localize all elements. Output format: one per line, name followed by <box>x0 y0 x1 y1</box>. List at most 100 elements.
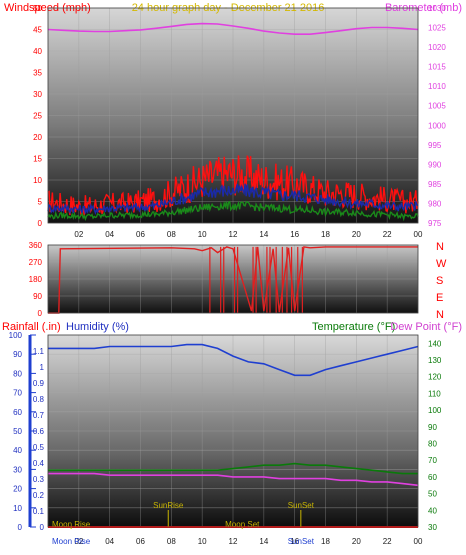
wind-low-series-line <box>47 200 419 222</box>
humidity-ytick-label: 0 <box>18 523 23 532</box>
top-xtick-label: 00 <box>414 230 423 239</box>
barometer-ytick-label: 980 <box>428 199 442 208</box>
compass-label: S <box>436 275 443 287</box>
rain-ytick-label: 0 <box>40 523 45 532</box>
temperature-ytick-label: 40 <box>428 506 437 515</box>
bottom-xtick-label: 12 <box>229 537 238 546</box>
wind-ytick-label: 25 <box>33 112 42 121</box>
barometer-ytick-label: 1025 <box>428 24 446 33</box>
top-xtick-label: 10 <box>198 230 207 239</box>
bottom-xtick-label: 16 <box>290 537 299 546</box>
bottom-xtick-label: 18 <box>321 537 330 546</box>
wind-ytick-label: 10 <box>33 176 42 185</box>
barometer-ytick-label: 1000 <box>428 121 446 130</box>
axis-labels: 0510152025303540455097598098599099510001… <box>9 4 447 546</box>
bottom-xtick-label: 14 <box>259 537 268 546</box>
wind-ytick-label: 20 <box>33 133 42 142</box>
compass-label: N <box>436 241 444 253</box>
top-xtick-label: 08 <box>167 230 176 239</box>
temperature-series-line <box>48 462 418 475</box>
temperature-ytick-label: 100 <box>428 406 442 415</box>
annotation-label: SunRise <box>153 501 184 510</box>
rain-ytick-label: 0.5 <box>33 443 45 452</box>
top-xtick-label: 06 <box>136 230 145 239</box>
wind-ytick-label: 35 <box>33 69 42 78</box>
annotation-label: Moon Set <box>225 520 260 529</box>
top-xtick-label: 12 <box>229 230 238 239</box>
gust-mid-series-line <box>47 183 419 216</box>
bottom-event-label: Moon Rise <box>52 537 91 546</box>
humidity-ytick-label: 100 <box>9 331 23 340</box>
rain-ytick-label: 0.1 <box>33 507 45 516</box>
humidity-title: Humidity (%) <box>66 321 129 333</box>
compass-label: E <box>436 292 443 304</box>
plot-border <box>47 244 419 314</box>
bottom-xtick-label: 04 <box>105 537 114 546</box>
windspeed-title: Windspeed (mph) <box>4 2 91 14</box>
rain-ytick-label: 0.4 <box>33 459 45 468</box>
wind-ytick-label: 0 <box>38 219 43 228</box>
plot-border <box>47 334 419 528</box>
barometer-ytick-label: 1015 <box>428 63 446 72</box>
humidity-ytick-label: 20 <box>13 485 22 494</box>
direction-ytick-label: 180 <box>29 275 43 284</box>
top-xtick-label: 20 <box>352 230 361 239</box>
compass-label: W <box>436 258 447 270</box>
rain-ytick-label: 0.8 <box>33 395 45 404</box>
rain-ytick-label: 1.1 <box>33 347 45 356</box>
rain-ytick-label: 0.2 <box>33 491 45 500</box>
barometer-ytick-label: 975 <box>428 219 442 228</box>
rain-ytick-label: 0.7 <box>33 411 45 420</box>
rainfall-title: Rainfall (.in) <box>2 321 61 333</box>
humidity-ytick-label: 50 <box>13 427 22 436</box>
dewpoint-series-line <box>48 472 419 487</box>
temperature-ytick-label: 60 <box>428 473 437 482</box>
barometer-ytick-label: 1005 <box>428 102 446 111</box>
temperature-ytick-label: 80 <box>428 440 437 449</box>
annotation-label: SunSet <box>288 501 315 510</box>
dewpoint-title: Dew Point (°F) <box>390 321 462 333</box>
barometer-ytick-label: 1030 <box>428 4 446 13</box>
plot-border <box>47 7 419 224</box>
direction-ytick-label: 90 <box>33 292 42 301</box>
wind-ytick-label: 15 <box>33 155 42 164</box>
humidity-ytick-label: 70 <box>13 389 22 398</box>
rain-ytick-label: 0.3 <box>33 475 45 484</box>
top-xtick-label: 22 <box>383 230 392 239</box>
humidity-series-line <box>48 343 419 377</box>
top-xtick-label: 04 <box>105 230 114 239</box>
temperature-ytick-label: 50 <box>428 490 437 499</box>
bottom-xtick-label: 08 <box>167 537 176 546</box>
bottom-xtick-label: 10 <box>198 537 207 546</box>
rain-ytick-label: 0.9 <box>33 379 45 388</box>
temperature-ytick-label: 90 <box>428 423 437 432</box>
barometer-ytick-label: 1020 <box>428 43 446 52</box>
wind-ytick-label: 50 <box>33 4 42 13</box>
humidity-ytick-label: 30 <box>13 465 22 474</box>
barometer-ytick-label: 995 <box>428 141 442 150</box>
wind-ytick-label: 45 <box>33 26 42 35</box>
bottom-xtick-label: 20 <box>352 537 361 546</box>
humidity-ytick-label: 90 <box>13 350 22 359</box>
temperature-ytick-label: 140 <box>428 339 442 348</box>
wind-ytick-label: 40 <box>33 47 42 56</box>
wind-ytick-label: 30 <box>33 90 42 99</box>
humidity-ytick-label: 40 <box>13 446 22 455</box>
temperature-title: Temperature (°F) <box>312 321 395 333</box>
bottom-xtick-label: 02 <box>74 537 83 546</box>
temperature-ytick-label: 70 <box>428 456 437 465</box>
rain-ytick-label: 1 <box>40 363 45 372</box>
direction-ytick-label: 270 <box>29 258 43 267</box>
top-xtick-label: 14 <box>259 230 268 239</box>
bottom-xtick-label: 06 <box>136 537 145 546</box>
barometer-ytick-label: 985 <box>428 180 442 189</box>
temperature-ytick-label: 120 <box>428 373 442 382</box>
temperature-ytick-label: 130 <box>428 356 442 365</box>
bottom-xtick-label: 00 <box>414 537 423 546</box>
top-xtick-label: 18 <box>321 230 330 239</box>
wind-ytick-label: 5 <box>38 198 43 207</box>
barometer-ytick-label: 1010 <box>428 82 446 91</box>
direction-ytick-label: 360 <box>29 241 43 250</box>
